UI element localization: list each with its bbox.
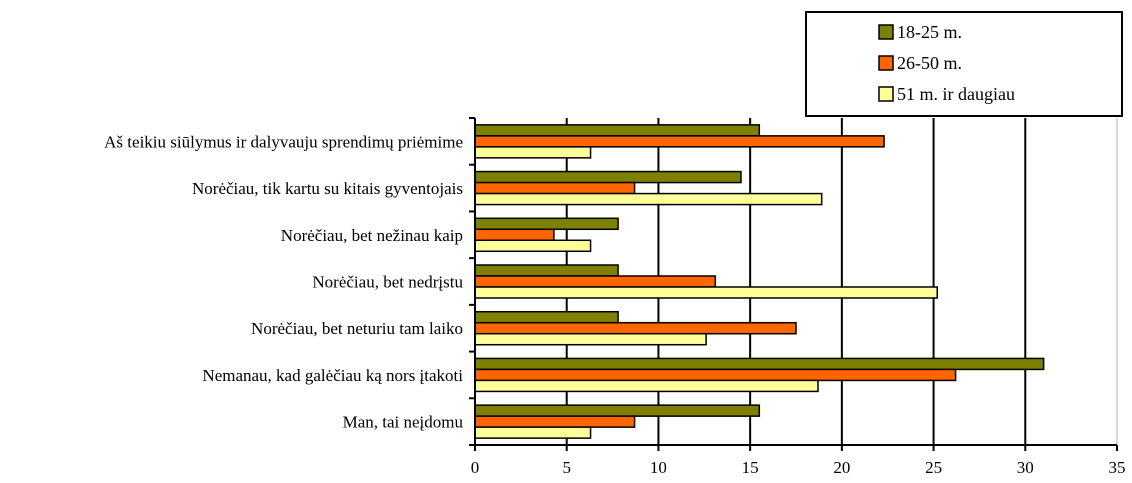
legend-swatch	[878, 55, 894, 71]
bar-1-7	[474, 404, 761, 417]
bar-2-3	[474, 228, 555, 242]
legend-box	[805, 11, 1123, 117]
legend-swatch	[878, 86, 894, 102]
category-label: Norėčiau, tik kartu su kitais gyventojai…	[192, 179, 463, 198]
category-label: Norėčiau, bet nežinau kaip	[281, 226, 463, 245]
bars	[474, 124, 1045, 439]
bar-3-6	[474, 379, 819, 393]
x-tick-label: 35	[1109, 458, 1126, 477]
bar-3-3	[474, 239, 592, 253]
bar-3-1	[474, 146, 592, 159]
bar-2-6	[474, 368, 957, 382]
bar-1-5	[474, 310, 619, 324]
bar-2-2	[474, 181, 636, 195]
legend-swatch	[878, 24, 894, 40]
x-tick-label: 10	[650, 458, 667, 477]
bar-3-2	[474, 192, 823, 206]
category-label: Man, tai neįdomu	[343, 413, 464, 432]
bar-1-4	[474, 264, 619, 277]
category-labels: Aš teikiu siūlymus ir dalyvauju sprendim…	[104, 132, 463, 431]
category-label: Nemanau, kad galėčiau ką nors įtakoti	[202, 366, 463, 385]
bar-3-7	[474, 426, 592, 439]
category-label: Norėčiau, bet nedrįstu	[312, 273, 463, 292]
x-tick-label: 20	[833, 458, 850, 477]
legend: 18-25 m. 26-50 m. 51 m. ir daugiau	[805, 11, 1123, 117]
axes: 0 5 10 15 20 25 30 35	[469, 117, 1126, 477]
x-tick-label: 30	[1017, 458, 1034, 477]
bar-3-5	[474, 332, 707, 346]
bar-2-7	[474, 415, 636, 428]
bar-1-1	[474, 124, 761, 137]
x-tick-label: 0	[471, 458, 480, 477]
x-tick-label: 15	[742, 458, 759, 477]
category-label: Norėčiau, bet neturiu tam laiko	[251, 319, 463, 338]
legend-label: 18-25 m.	[897, 22, 962, 42]
bar-1-6	[474, 357, 1045, 371]
category-label: Aš teikiu siūlymus ir dalyvauju sprendim…	[104, 132, 463, 151]
legend-label: 51 m. ir daugiau	[897, 84, 1015, 104]
x-tick-label: 5	[562, 458, 571, 477]
bar-1-3	[474, 217, 619, 231]
x-tick-label: 25	[925, 458, 942, 477]
bar-3-4	[474, 286, 938, 299]
legend-label: 26-50 m.	[897, 53, 962, 73]
bar-2-1	[474, 135, 885, 148]
bar-2-4	[474, 275, 717, 288]
bar-1-2	[474, 170, 742, 184]
bar-2-5	[474, 321, 797, 335]
